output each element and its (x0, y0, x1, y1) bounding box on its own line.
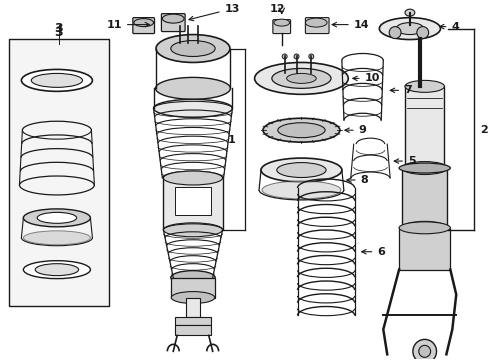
Ellipse shape (293, 54, 298, 59)
Ellipse shape (261, 158, 341, 182)
Ellipse shape (404, 80, 444, 92)
Ellipse shape (35, 264, 79, 276)
Text: 13: 13 (188, 4, 240, 21)
Ellipse shape (21, 69, 92, 91)
Ellipse shape (170, 271, 215, 285)
Ellipse shape (277, 123, 325, 138)
Ellipse shape (155, 77, 230, 99)
Ellipse shape (262, 181, 340, 199)
Ellipse shape (379, 18, 440, 40)
Bar (171, 278, 214, 298)
Ellipse shape (286, 73, 316, 84)
Ellipse shape (273, 19, 289, 26)
Ellipse shape (163, 223, 222, 237)
Bar (175, 318, 210, 325)
Ellipse shape (31, 73, 82, 87)
Ellipse shape (308, 54, 313, 59)
Text: 1: 1 (227, 135, 235, 145)
Bar (401, 168, 447, 228)
Circle shape (412, 339, 436, 360)
Text: 8: 8 (346, 175, 367, 185)
Text: 3: 3 (55, 26, 63, 39)
Bar (9, 39, 109, 306)
Ellipse shape (398, 163, 449, 173)
Ellipse shape (156, 35, 229, 62)
Ellipse shape (401, 221, 447, 234)
FancyBboxPatch shape (305, 18, 328, 33)
Text: 7: 7 (389, 85, 411, 95)
Ellipse shape (398, 222, 449, 234)
Bar (163, 178, 222, 230)
Text: 3: 3 (55, 22, 63, 35)
Text: 14: 14 (331, 19, 368, 30)
Text: 2: 2 (479, 125, 487, 135)
Ellipse shape (282, 54, 286, 59)
Ellipse shape (404, 9, 414, 16)
Bar (175, 325, 210, 336)
FancyBboxPatch shape (161, 14, 185, 32)
Ellipse shape (23, 209, 90, 227)
Ellipse shape (23, 261, 90, 279)
Circle shape (418, 345, 430, 357)
Ellipse shape (271, 68, 330, 88)
Text: 5: 5 (393, 156, 415, 166)
Ellipse shape (37, 212, 77, 223)
Ellipse shape (23, 231, 90, 245)
FancyBboxPatch shape (133, 18, 154, 33)
Text: 9: 9 (344, 125, 366, 135)
Text: 12: 12 (269, 4, 285, 14)
Bar (175, 187, 210, 215)
Ellipse shape (162, 14, 183, 23)
Ellipse shape (395, 23, 423, 35)
Circle shape (416, 27, 428, 39)
Circle shape (388, 27, 400, 39)
Ellipse shape (170, 41, 215, 57)
Text: 6: 6 (361, 247, 385, 257)
Ellipse shape (254, 62, 347, 94)
Ellipse shape (171, 292, 214, 303)
Text: 10: 10 (352, 73, 379, 84)
Ellipse shape (305, 18, 326, 27)
FancyBboxPatch shape (272, 20, 290, 33)
Bar (186, 298, 200, 318)
Bar (398, 228, 449, 270)
Ellipse shape (276, 163, 325, 177)
Ellipse shape (153, 99, 232, 117)
Text: 4: 4 (439, 22, 458, 32)
Bar (404, 86, 444, 168)
Ellipse shape (401, 162, 447, 175)
Ellipse shape (404, 162, 444, 174)
Ellipse shape (134, 19, 153, 27)
Text: 11: 11 (106, 19, 149, 30)
Ellipse shape (263, 118, 339, 142)
Ellipse shape (163, 171, 222, 185)
